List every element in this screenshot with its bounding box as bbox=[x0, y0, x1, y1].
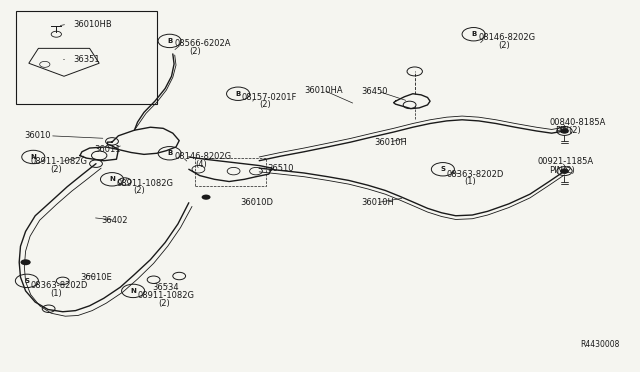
Text: (2): (2) bbox=[189, 47, 200, 56]
Text: PIN(2): PIN(2) bbox=[556, 126, 581, 135]
Text: 08157-0201F: 08157-0201F bbox=[242, 93, 298, 102]
Text: 36010HA: 36010HA bbox=[304, 86, 342, 94]
Text: B: B bbox=[236, 91, 241, 97]
Text: 00921-1185A: 00921-1185A bbox=[538, 157, 594, 166]
Text: (1): (1) bbox=[464, 177, 476, 186]
Text: S: S bbox=[440, 166, 445, 172]
Text: 36010H: 36010H bbox=[374, 138, 407, 147]
Text: (2): (2) bbox=[50, 165, 61, 174]
Text: 08146-8202G: 08146-8202G bbox=[174, 153, 231, 161]
Text: 36010D: 36010D bbox=[240, 198, 273, 207]
Text: 08363-8202D: 08363-8202D bbox=[31, 281, 88, 290]
Text: 08911-1082G: 08911-1082G bbox=[138, 291, 195, 300]
Text: N: N bbox=[130, 288, 136, 294]
Text: 36010HB: 36010HB bbox=[74, 20, 113, 29]
Text: B: B bbox=[471, 31, 476, 37]
Circle shape bbox=[561, 129, 568, 133]
Text: (2): (2) bbox=[133, 186, 145, 195]
Bar bbox=[16, 11, 157, 104]
Text: 08566-6202A: 08566-6202A bbox=[174, 39, 230, 48]
Text: 08911-1082G: 08911-1082G bbox=[116, 179, 173, 187]
Text: (2): (2) bbox=[259, 100, 271, 109]
Text: 36011: 36011 bbox=[95, 145, 121, 154]
Text: (4): (4) bbox=[195, 160, 207, 169]
Text: 36450: 36450 bbox=[362, 87, 388, 96]
Text: 08911-1082G: 08911-1082G bbox=[31, 157, 88, 166]
Text: 00840-8185A: 00840-8185A bbox=[549, 118, 605, 126]
Text: 36010: 36010 bbox=[24, 131, 51, 140]
Text: 36010H: 36010H bbox=[362, 198, 394, 207]
Circle shape bbox=[561, 169, 568, 173]
Text: 08363-8202D: 08363-8202D bbox=[447, 170, 504, 179]
Circle shape bbox=[90, 160, 102, 167]
Text: 36534: 36534 bbox=[152, 283, 179, 292]
Text: N: N bbox=[30, 154, 36, 160]
Circle shape bbox=[20, 259, 31, 265]
Text: 36351: 36351 bbox=[74, 55, 100, 64]
Text: R4430008: R4430008 bbox=[580, 340, 620, 349]
Text: N: N bbox=[109, 176, 115, 182]
Text: PIN(2): PIN(2) bbox=[549, 166, 575, 175]
Text: 08146-8202G: 08146-8202G bbox=[479, 33, 536, 42]
Text: B: B bbox=[167, 150, 172, 156]
Text: 36010E: 36010E bbox=[80, 273, 112, 282]
Circle shape bbox=[202, 195, 211, 200]
Text: B: B bbox=[167, 38, 172, 44]
Text: (2): (2) bbox=[498, 41, 509, 50]
Text: S: S bbox=[24, 278, 29, 284]
Text: 36510: 36510 bbox=[268, 164, 294, 173]
Text: (2): (2) bbox=[159, 299, 170, 308]
Text: (1): (1) bbox=[50, 289, 61, 298]
Text: 36402: 36402 bbox=[101, 216, 127, 225]
